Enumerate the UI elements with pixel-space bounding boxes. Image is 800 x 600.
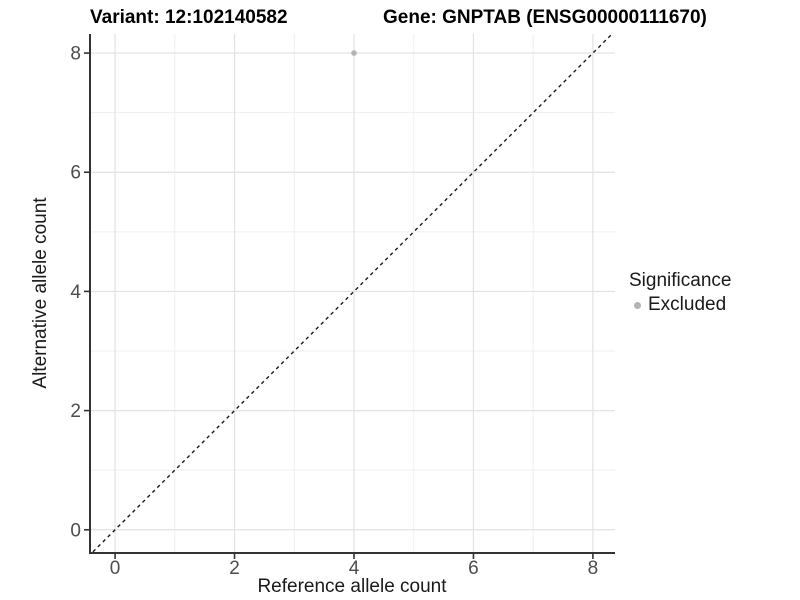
- identity-line: [90, 34, 614, 553]
- svg-text:6: 6: [468, 558, 479, 579]
- svg-text:0: 0: [70, 520, 81, 541]
- x-axis-title: Reference allele count: [257, 576, 447, 597]
- legend-key: [629, 297, 646, 314]
- svg-text:0: 0: [110, 558, 121, 579]
- legend-item-excluded: Excluded: [629, 294, 731, 316]
- svg-text:8: 8: [588, 558, 599, 579]
- svg-text:2: 2: [229, 558, 240, 579]
- data-point: [351, 50, 357, 56]
- excluded-point-icon: [634, 301, 641, 309]
- grid-major: [90, 34, 615, 553]
- y-tick-labels: 0 2 4 6 8: [70, 44, 81, 542]
- legend-item-label: Excluded: [648, 294, 727, 315]
- variant-title: Variant: 12:102140582: [90, 7, 288, 28]
- grid-minor: [90, 34, 615, 553]
- x-tick-labels: 0 2 4 6 8: [110, 558, 598, 579]
- legend: Significance Excluded: [629, 270, 731, 316]
- svg-text:2: 2: [70, 401, 81, 422]
- svg-text:8: 8: [70, 44, 81, 65]
- svg-text:4: 4: [349, 558, 360, 579]
- svg-text:4: 4: [70, 282, 81, 303]
- data-points: [351, 50, 357, 56]
- y-axis-title: Alternative allele count: [30, 197, 51, 389]
- legend-title: Significance: [629, 270, 732, 291]
- svg-text:6: 6: [70, 163, 81, 184]
- gene-title: Gene: GNPTAB (ENSG00000111670): [383, 7, 707, 28]
- tick-marks: [84, 52, 594, 559]
